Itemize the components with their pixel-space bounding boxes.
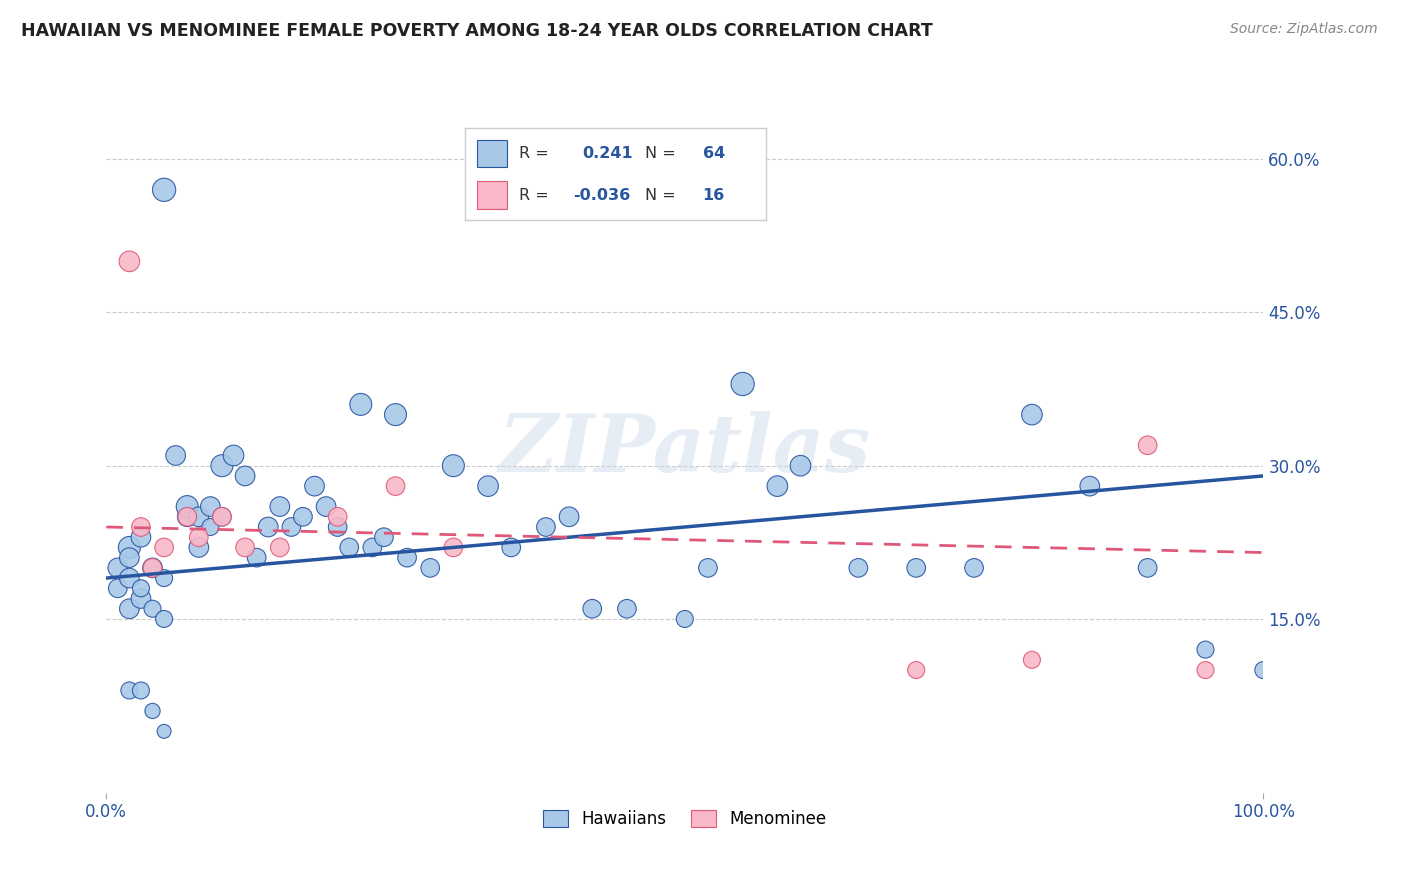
Point <box>441 541 464 555</box>
Point <box>176 500 198 514</box>
Point <box>789 458 811 473</box>
Point <box>1078 479 1101 493</box>
Point <box>326 520 349 534</box>
Point <box>291 509 314 524</box>
Point <box>118 541 141 555</box>
Point <box>501 541 523 555</box>
Point <box>222 449 245 463</box>
Point <box>326 509 349 524</box>
Point <box>269 541 291 555</box>
Point <box>1136 438 1159 452</box>
Point <box>176 509 198 524</box>
Point <box>581 601 603 615</box>
Point <box>269 500 291 514</box>
Point <box>1194 663 1216 677</box>
Point <box>846 561 869 575</box>
Point <box>153 612 176 626</box>
Point <box>441 458 464 473</box>
Point <box>1194 642 1216 657</box>
Point <box>129 683 152 698</box>
Point <box>1136 561 1159 575</box>
Point <box>233 469 256 483</box>
Point <box>187 509 209 524</box>
Point <box>153 183 176 197</box>
Point <box>118 550 141 565</box>
Point <box>558 509 581 524</box>
Point <box>141 704 163 718</box>
Point <box>211 509 233 524</box>
Point <box>963 561 986 575</box>
Point <box>1021 653 1043 667</box>
Point <box>304 479 326 493</box>
Point <box>107 561 129 575</box>
Point <box>905 663 928 677</box>
Point <box>176 509 198 524</box>
Point <box>118 683 141 698</box>
Point <box>1253 663 1275 677</box>
Point <box>766 479 789 493</box>
Point <box>211 458 233 473</box>
Point <box>673 612 696 626</box>
Point <box>384 479 406 493</box>
Point <box>165 449 187 463</box>
Point <box>396 550 419 565</box>
Point <box>129 530 152 544</box>
Point <box>118 601 141 615</box>
Point <box>337 541 360 555</box>
Point <box>141 601 163 615</box>
Point <box>187 541 209 555</box>
Point <box>129 582 152 596</box>
Point <box>280 520 302 534</box>
Point <box>211 509 233 524</box>
Point <box>477 479 499 493</box>
Text: HAWAIIAN VS MENOMINEE FEMALE POVERTY AMONG 18-24 YEAR OLDS CORRELATION CHART: HAWAIIAN VS MENOMINEE FEMALE POVERTY AMO… <box>21 22 932 40</box>
Point <box>731 376 754 391</box>
Point <box>361 541 384 555</box>
Point <box>118 254 141 268</box>
Point <box>233 541 256 555</box>
Point <box>118 571 141 585</box>
Point <box>350 397 373 411</box>
Point <box>246 550 269 565</box>
Point <box>419 561 441 575</box>
Point <box>1021 408 1043 422</box>
Point <box>153 541 176 555</box>
Point <box>257 520 280 534</box>
Point <box>129 591 152 606</box>
Point <box>616 601 638 615</box>
Point <box>315 500 337 514</box>
Point <box>384 408 406 422</box>
Point <box>200 520 222 534</box>
Point <box>141 561 163 575</box>
Point <box>200 500 222 514</box>
Point <box>153 724 176 739</box>
Point <box>153 571 176 585</box>
Point <box>107 582 129 596</box>
Point <box>697 561 720 575</box>
Point <box>905 561 928 575</box>
Point <box>373 530 395 544</box>
Text: ZIPatlas: ZIPatlas <box>499 410 870 488</box>
Point <box>141 561 163 575</box>
Point <box>187 530 209 544</box>
Text: Source: ZipAtlas.com: Source: ZipAtlas.com <box>1230 22 1378 37</box>
Point <box>129 520 152 534</box>
Legend: Hawaiians, Menominee: Hawaiians, Menominee <box>536 803 834 834</box>
Point <box>534 520 557 534</box>
